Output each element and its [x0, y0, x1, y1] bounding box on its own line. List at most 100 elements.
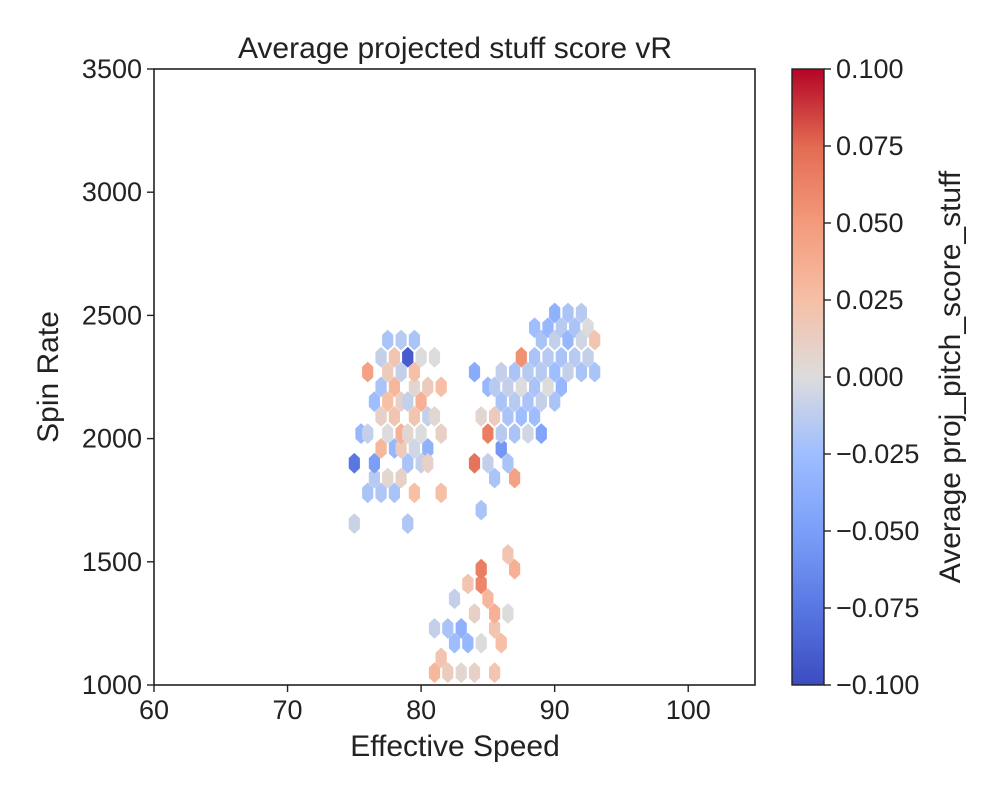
hex-cell: [442, 618, 454, 639]
hexbin-cells: [348, 302, 601, 683]
hex-cell: [375, 376, 387, 398]
hex-cell: [509, 391, 521, 412]
hex-cell: [509, 467, 521, 489]
hex-cell: [582, 346, 594, 368]
hex-cell: [509, 558, 521, 580]
hex-cell: [549, 391, 561, 412]
hex-cell: [475, 632, 487, 654]
y-tick-label: 3500: [82, 54, 142, 84]
hex-cell: [535, 361, 547, 383]
colorbar-tick-label: −0.050: [836, 516, 919, 546]
hex-cell: [435, 482, 447, 504]
hex-cell: [362, 361, 374, 383]
hex-cell: [455, 618, 467, 639]
hex-cell: [462, 632, 474, 654]
colorbar: [791, 68, 825, 686]
hex-cell: [535, 391, 547, 412]
colorbar-tick-label: 0.075: [836, 131, 904, 161]
hex-cell: [368, 467, 380, 489]
hex-cell: [435, 376, 447, 398]
colorbar-axis: 0.100 0.075 0.050 0.025 0.000 −0.025 −0.050 −0.…: [824, 54, 919, 700]
y-tick-label: 1000: [82, 670, 142, 700]
y-axis: 1000 1500 2000 2500 3000 3500: [82, 54, 154, 700]
hex-cell: [408, 376, 420, 398]
hex-cell: [428, 346, 441, 368]
hex-cell: [542, 317, 554, 339]
hex-cell: [495, 438, 507, 459]
hex-cell: [435, 423, 447, 444]
hex-cell: [515, 346, 527, 368]
hex-cell: [549, 329, 561, 351]
hex-cell: [522, 391, 534, 412]
hex-cell: [575, 302, 587, 324]
hex-cell: [395, 467, 407, 489]
hex-cell: [529, 376, 541, 398]
hex-cell: [555, 346, 567, 368]
hex-cell: [468, 452, 481, 474]
hex-cell: [395, 329, 407, 351]
hex-cell: [509, 423, 521, 444]
hex-cell: [395, 438, 407, 459]
hex-cell: [388, 406, 400, 427]
hex-cell: [549, 361, 561, 383]
hex-cell: [382, 467, 394, 489]
x-tick-label: 60: [139, 695, 169, 725]
hex-cell: [529, 406, 541, 427]
hex-cell: [522, 423, 534, 444]
hex-cell: [422, 452, 434, 474]
colorbar-tick-label: 0.000: [836, 362, 904, 392]
hex-cell: [388, 346, 400, 368]
hex-cell: [575, 329, 587, 351]
hex-cell: [455, 662, 467, 683]
hex-cell: [589, 329, 601, 351]
y-tick-label: 3000: [82, 177, 142, 207]
hex-cell: [382, 361, 394, 383]
hex-cell: [408, 482, 420, 504]
hex-cell: [542, 346, 554, 368]
hex-cell: [435, 647, 447, 669]
hex-cell: [535, 423, 547, 444]
y-axis-title: Spin Rate: [32, 311, 65, 443]
hex-cell: [408, 438, 420, 459]
hex-cell: [489, 618, 501, 639]
colorbar-tick-label: 0.050: [836, 208, 904, 238]
hex-cell: [502, 544, 514, 565]
hex-cell: [549, 302, 561, 324]
hex-cell: [428, 618, 441, 639]
hex-cell: [535, 329, 547, 351]
hex-cell: [575, 361, 587, 383]
hex-cell: [422, 438, 434, 459]
hex-cell: [475, 573, 487, 595]
hex-cell: [502, 452, 514, 474]
colorbar-tick-label: −0.100: [836, 670, 919, 700]
hex-cell: [562, 361, 574, 383]
hex-cell: [375, 438, 387, 459]
hex-cell: [529, 317, 541, 339]
hex-cell: [402, 452, 414, 474]
hex-cell: [489, 467, 501, 489]
hex-cell: [522, 361, 534, 383]
hex-cell: [502, 406, 514, 427]
hex-cell: [495, 423, 507, 444]
hex-cell: [408, 329, 420, 351]
hex-cell: [362, 482, 374, 504]
colorbar-tick-label: 0.025: [836, 285, 904, 315]
hex-cell: [415, 391, 427, 412]
hex-cell: [422, 376, 434, 398]
hex-cell: [442, 662, 454, 683]
hex-cell: [402, 346, 414, 368]
colorbar-title: Average proj_pitch_score_stuff: [934, 170, 967, 583]
x-tick-label: 70: [273, 695, 303, 725]
hex-cell: [428, 662, 441, 683]
chart-title: Average projected stuff score vR: [238, 32, 672, 65]
x-axis-title: Effective Speed: [350, 730, 560, 763]
hex-cell: [515, 406, 527, 427]
hex-cell: [348, 513, 360, 534]
hex-cell: [428, 406, 441, 427]
hex-cell: [462, 573, 474, 595]
plot-frame: [153, 68, 756, 686]
hex-cell: [482, 452, 494, 474]
x-tick-label: 100: [666, 695, 711, 725]
hex-cell: [475, 558, 487, 580]
y-tick-label: 2500: [82, 300, 142, 330]
